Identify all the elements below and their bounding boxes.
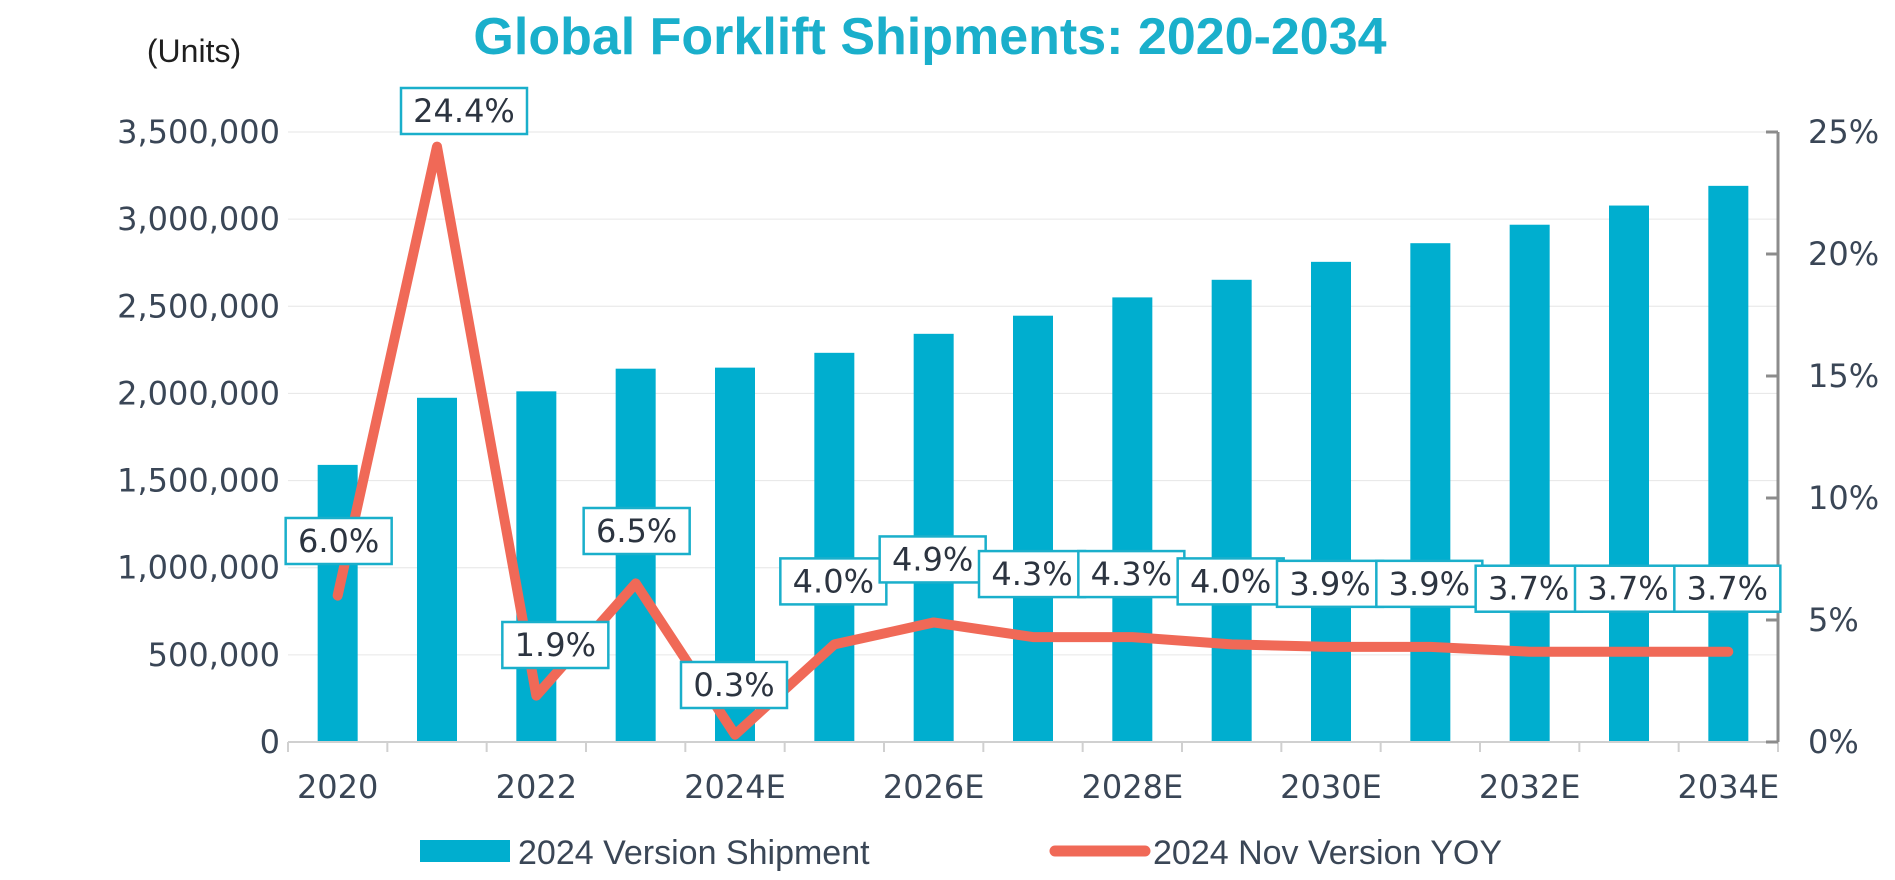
bar-2033E bbox=[1609, 205, 1649, 742]
bar-2030E bbox=[1311, 261, 1351, 742]
data-label-box bbox=[399, 86, 529, 136]
data-label-2022: 1.9% bbox=[501, 620, 610, 670]
data-label-text: 4.9% bbox=[892, 540, 973, 578]
y-left-tick-label: 1,000,000 bbox=[117, 549, 280, 587]
data-label-2026E: 4.9% bbox=[878, 535, 987, 584]
data-label-text: 4.0% bbox=[1190, 562, 1271, 600]
x-tick-label: 2030E bbox=[1280, 768, 1382, 806]
data-label-text: 1.9% bbox=[515, 626, 596, 664]
data-label-2029E: 4.0% bbox=[1176, 557, 1285, 606]
y-unit-label: (Units) bbox=[147, 33, 241, 69]
x-tick-label: 2022 bbox=[496, 768, 577, 806]
y-left-tick-label: 3,000,000 bbox=[117, 200, 280, 238]
data-label-box bbox=[501, 620, 610, 670]
bar-2025E bbox=[814, 352, 855, 742]
x-tick-label: 2032E bbox=[1479, 768, 1581, 806]
y-left-tick-label: 500,000 bbox=[148, 636, 280, 674]
data-label-2023: 6.5% bbox=[582, 506, 691, 556]
chart-title: Global Forklift Shipments: 2020-2034 bbox=[473, 8, 1386, 66]
bar-2034E bbox=[1708, 185, 1749, 743]
data-label-2034E: 3.7% bbox=[1673, 564, 1782, 613]
data-label-text: 4.0% bbox=[793, 562, 874, 600]
y-left-tick-label: 0 bbox=[260, 723, 280, 761]
data-label-2027E: 4.3% bbox=[977, 549, 1087, 599]
data-label-box bbox=[679, 660, 789, 710]
y-left-tick-label: 2,000,000 bbox=[117, 374, 280, 412]
data-label-2031E: 3.9% bbox=[1375, 559, 1484, 609]
y-right-tick-label: 20% bbox=[1808, 235, 1879, 273]
bar-2023 bbox=[615, 368, 656, 742]
y-left-tick-label: 2,500,000 bbox=[117, 287, 280, 325]
data-label-box bbox=[1573, 564, 1683, 613]
data-label-text: 3.7% bbox=[1488, 570, 1569, 608]
data-label-text: 3.9% bbox=[1389, 565, 1470, 603]
data-label-2021: 24.4% bbox=[399, 86, 529, 136]
data-label-text: 6.0% bbox=[298, 522, 379, 560]
axes: 0 500,000 1,000,000 1,500,000 2,000,000 2,500… bbox=[117, 113, 1879, 806]
data-label-2030E: 3.9% bbox=[1275, 559, 1385, 609]
data-label-box bbox=[1176, 557, 1285, 606]
bar-2031E bbox=[1410, 243, 1451, 743]
data-label-2033E: 3.7% bbox=[1573, 564, 1683, 613]
data-label-text: 0.3% bbox=[693, 666, 774, 704]
data-label-text: 3.7% bbox=[1687, 570, 1768, 608]
data-label-2028E: 4.3% bbox=[1077, 549, 1186, 599]
legend-line-label: 2024 Nov Version YOY bbox=[1153, 834, 1502, 872]
data-label-text: 6.5% bbox=[596, 512, 677, 550]
data-label-2025E: 4.0% bbox=[779, 557, 888, 606]
data-label-box bbox=[779, 557, 888, 606]
data-label-2020: 6.0% bbox=[284, 516, 393, 566]
data-label-text: 3.7% bbox=[1587, 570, 1668, 608]
data-label-box bbox=[582, 506, 691, 556]
y-left-tick-label: 3,500,000 bbox=[117, 113, 280, 151]
y-right-tick-label: 5% bbox=[1808, 601, 1859, 639]
data-label-2024E: 0.3% bbox=[679, 660, 789, 710]
y-right-tick-label: 25% bbox=[1808, 113, 1879, 151]
data-label-text: 4.3% bbox=[991, 555, 1072, 593]
data-label-box bbox=[1077, 549, 1186, 599]
legend: 2024 Version Shipment 2024 Nov Version Y… bbox=[420, 834, 1502, 872]
y-right-tick-label: 10% bbox=[1808, 479, 1879, 517]
data-label-box bbox=[1275, 559, 1385, 609]
data-label-2032E: 3.7% bbox=[1474, 564, 1583, 613]
legend-bar-swatch bbox=[420, 840, 510, 862]
y-right-tick-label: 15% bbox=[1808, 357, 1879, 395]
bar-2028E bbox=[1112, 297, 1153, 742]
data-label-box bbox=[878, 535, 987, 584]
data-label-box bbox=[1673, 564, 1782, 613]
data-label-box bbox=[977, 549, 1087, 599]
data-labels: 6.0% 24.4% 1.9% 6.5% 0.3% 4.0% 4.9% 4.3% 4.3% 4.0… bbox=[284, 86, 1782, 710]
y-right-tick-label: 0% bbox=[1808, 723, 1859, 761]
data-label-box bbox=[1474, 564, 1583, 613]
y-left-tick-label: 1,500,000 bbox=[117, 462, 280, 500]
bar-2027E bbox=[1013, 315, 1053, 742]
data-label-text: 24.4% bbox=[413, 92, 515, 130]
x-tick-label: 2026E bbox=[883, 768, 985, 806]
bar-2020 bbox=[317, 464, 358, 742]
bar-2032E bbox=[1509, 224, 1550, 743]
x-tick-label: 2028E bbox=[1082, 768, 1184, 806]
data-label-box bbox=[284, 516, 393, 566]
bar-2029E bbox=[1211, 279, 1252, 742]
bar-2021 bbox=[417, 397, 457, 742]
data-label-text: 3.9% bbox=[1289, 565, 1370, 603]
legend-bar-label: 2024 Version Shipment bbox=[518, 834, 870, 872]
x-tick-label: 2024E bbox=[684, 768, 786, 806]
data-label-text: 4.3% bbox=[1091, 555, 1172, 593]
x-tick-label: 2034E bbox=[1678, 768, 1780, 806]
x-tick-label: 2020 bbox=[297, 768, 378, 806]
